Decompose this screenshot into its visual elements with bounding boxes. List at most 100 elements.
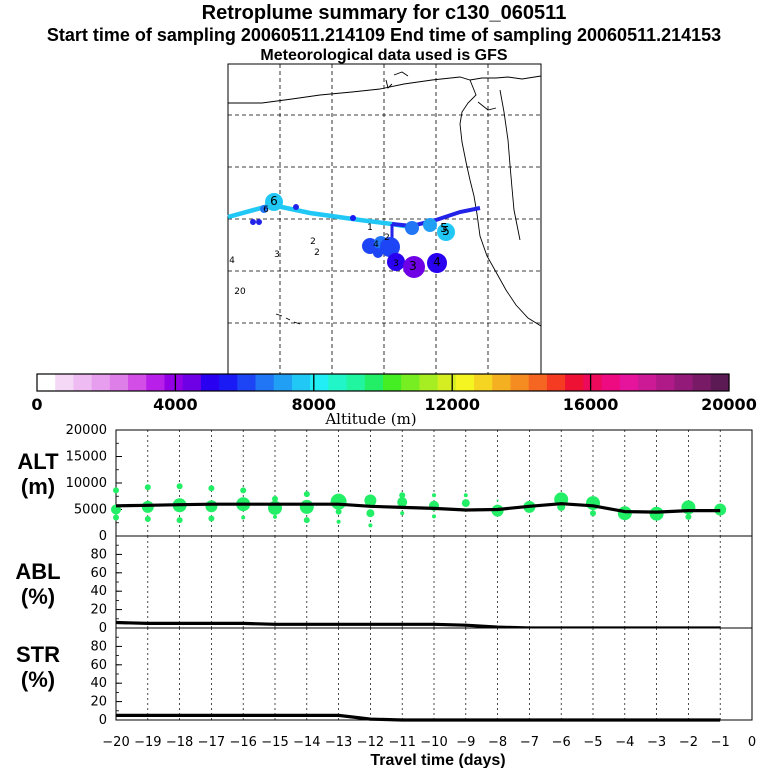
colorbar-swatch [619, 374, 639, 391]
plume-centroids [250, 193, 455, 278]
colorbar-swatch [692, 374, 712, 391]
colorbar-swatch [364, 374, 384, 391]
colorbar-swatch [455, 374, 475, 391]
altitude-dot [649, 506, 664, 521]
day-marker: 6 [270, 194, 278, 208]
altitude-dot [299, 499, 314, 514]
day-marker: 4 [373, 240, 379, 250]
x-tick-label: −19 [134, 735, 161, 750]
colorbar-swatch [419, 374, 439, 391]
colorbar-swatch [601, 374, 621, 391]
colorbar-swatch [109, 374, 129, 391]
sampling-times: Start time of sampling 20060511.214109 E… [46, 25, 722, 45]
x-tick-label: −11 [388, 735, 415, 750]
colorbar-swatch [291, 374, 311, 391]
altitude-dot [272, 495, 278, 502]
y-tick-label: 15000 [66, 450, 107, 465]
colorbar-tick-label: 0 [31, 395, 42, 414]
x-tick-label: −10 [420, 735, 447, 750]
trajectory-track-dark [391, 206, 481, 229]
x-tick-label: −16 [229, 735, 256, 750]
day-marker: 3 [274, 250, 280, 260]
y-tick-label: 40 [90, 584, 107, 599]
y-tick-label: 60 [90, 566, 107, 581]
altitude-dot [330, 493, 347, 510]
day-marker: 4 [229, 256, 235, 266]
x-tick-label: −12 [357, 735, 384, 750]
y-tick-label: 20000 [66, 423, 107, 438]
altitude-dot [144, 516, 151, 522]
panel-abl: 0 20 40 60 80 ABL(%) [15, 535, 753, 636]
colorbar-tick-label: 20000 [701, 395, 757, 414]
altitude-dot [273, 514, 277, 519]
y-tick-label: 80 [90, 547, 107, 562]
altitude-dot [113, 487, 119, 494]
y-tick-label: 5000 [74, 503, 107, 518]
colorbar-swatch [401, 374, 421, 391]
altitude-dot [463, 493, 468, 498]
day-marker: 5 [440, 221, 448, 235]
colorbar-swatch [510, 374, 530, 391]
colorbar-swatch [37, 374, 56, 391]
day-marker: 2 [310, 237, 316, 247]
colorbar-tick-label: 12000 [424, 395, 480, 414]
colorbar-swatch [546, 374, 566, 391]
y-axis-label: ALT [17, 449, 59, 474]
y-tick-label: 0 [99, 713, 107, 728]
colorbar-swatch [565, 374, 584, 391]
x-tick-label: −18 [166, 735, 193, 750]
colorbar-swatch [91, 374, 111, 391]
altitude-dot [397, 497, 408, 508]
altitude-dot [685, 513, 692, 520]
day-marker: 2 [384, 233, 390, 243]
altitude-dot [432, 493, 436, 498]
x-tick-label: −20 [102, 735, 129, 750]
colorbar-tick-label: 4000 [153, 395, 198, 414]
x-axis-label: Travel time (days) [370, 752, 505, 768]
colorbar-swatch [528, 374, 548, 391]
colorbar-tick-label: 16000 [563, 395, 619, 414]
altitude-dot [590, 510, 596, 517]
coastlines [228, 71, 542, 327]
colorbar-axis-label: Altitude (m) [324, 410, 416, 428]
series-line [116, 713, 721, 722]
map-frame [227, 63, 542, 376]
day-marker: 1 [367, 223, 373, 233]
y-axis-unit: (%) [21, 584, 55, 609]
altitude-dot [113, 514, 119, 521]
series-line [115, 502, 721, 514]
colorbar-swatch [146, 374, 166, 391]
altitude-dot [366, 509, 375, 518]
day-marker: 3 [393, 259, 399, 269]
x-tick-label: −3 [647, 735, 666, 750]
y-tick-label: 40 [90, 676, 107, 691]
day-marker: 3 [409, 259, 417, 273]
x-tick-label: −13 [325, 735, 352, 750]
colorbar-swatch [310, 374, 329, 391]
colorbar-swatch [346, 374, 366, 391]
x-tick-label: −8 [488, 735, 507, 750]
colorbar-swatch [200, 374, 220, 391]
altitude-dot [303, 491, 310, 498]
colorbar-swatch [328, 374, 348, 391]
altitude-dot [241, 515, 246, 520]
colorbar-swatch [492, 374, 512, 391]
colorbar-swatch [55, 374, 75, 391]
x-tick-label: −1 [711, 735, 730, 750]
colorbar-swatch [710, 374, 730, 391]
altitude-dot [364, 494, 377, 507]
y-tick-label: 0 [99, 621, 107, 636]
figure-title: Retroplume summary for c130_060511 [201, 2, 567, 24]
colorbar-swatch [182, 374, 202, 391]
y-tick-label: 20 [90, 695, 107, 710]
colorbar-swatch [383, 374, 402, 391]
panel-alt: 0 5000 10000 15000 20000 ALT(m) [17, 423, 753, 544]
panel-str: 0 20 40 60 80 STR(%) [16, 627, 753, 728]
altitude-dot [144, 484, 151, 491]
colorbar-swatch [656, 374, 675, 391]
colorbar-frame [36, 373, 730, 392]
colorbar-swatch [219, 374, 238, 391]
